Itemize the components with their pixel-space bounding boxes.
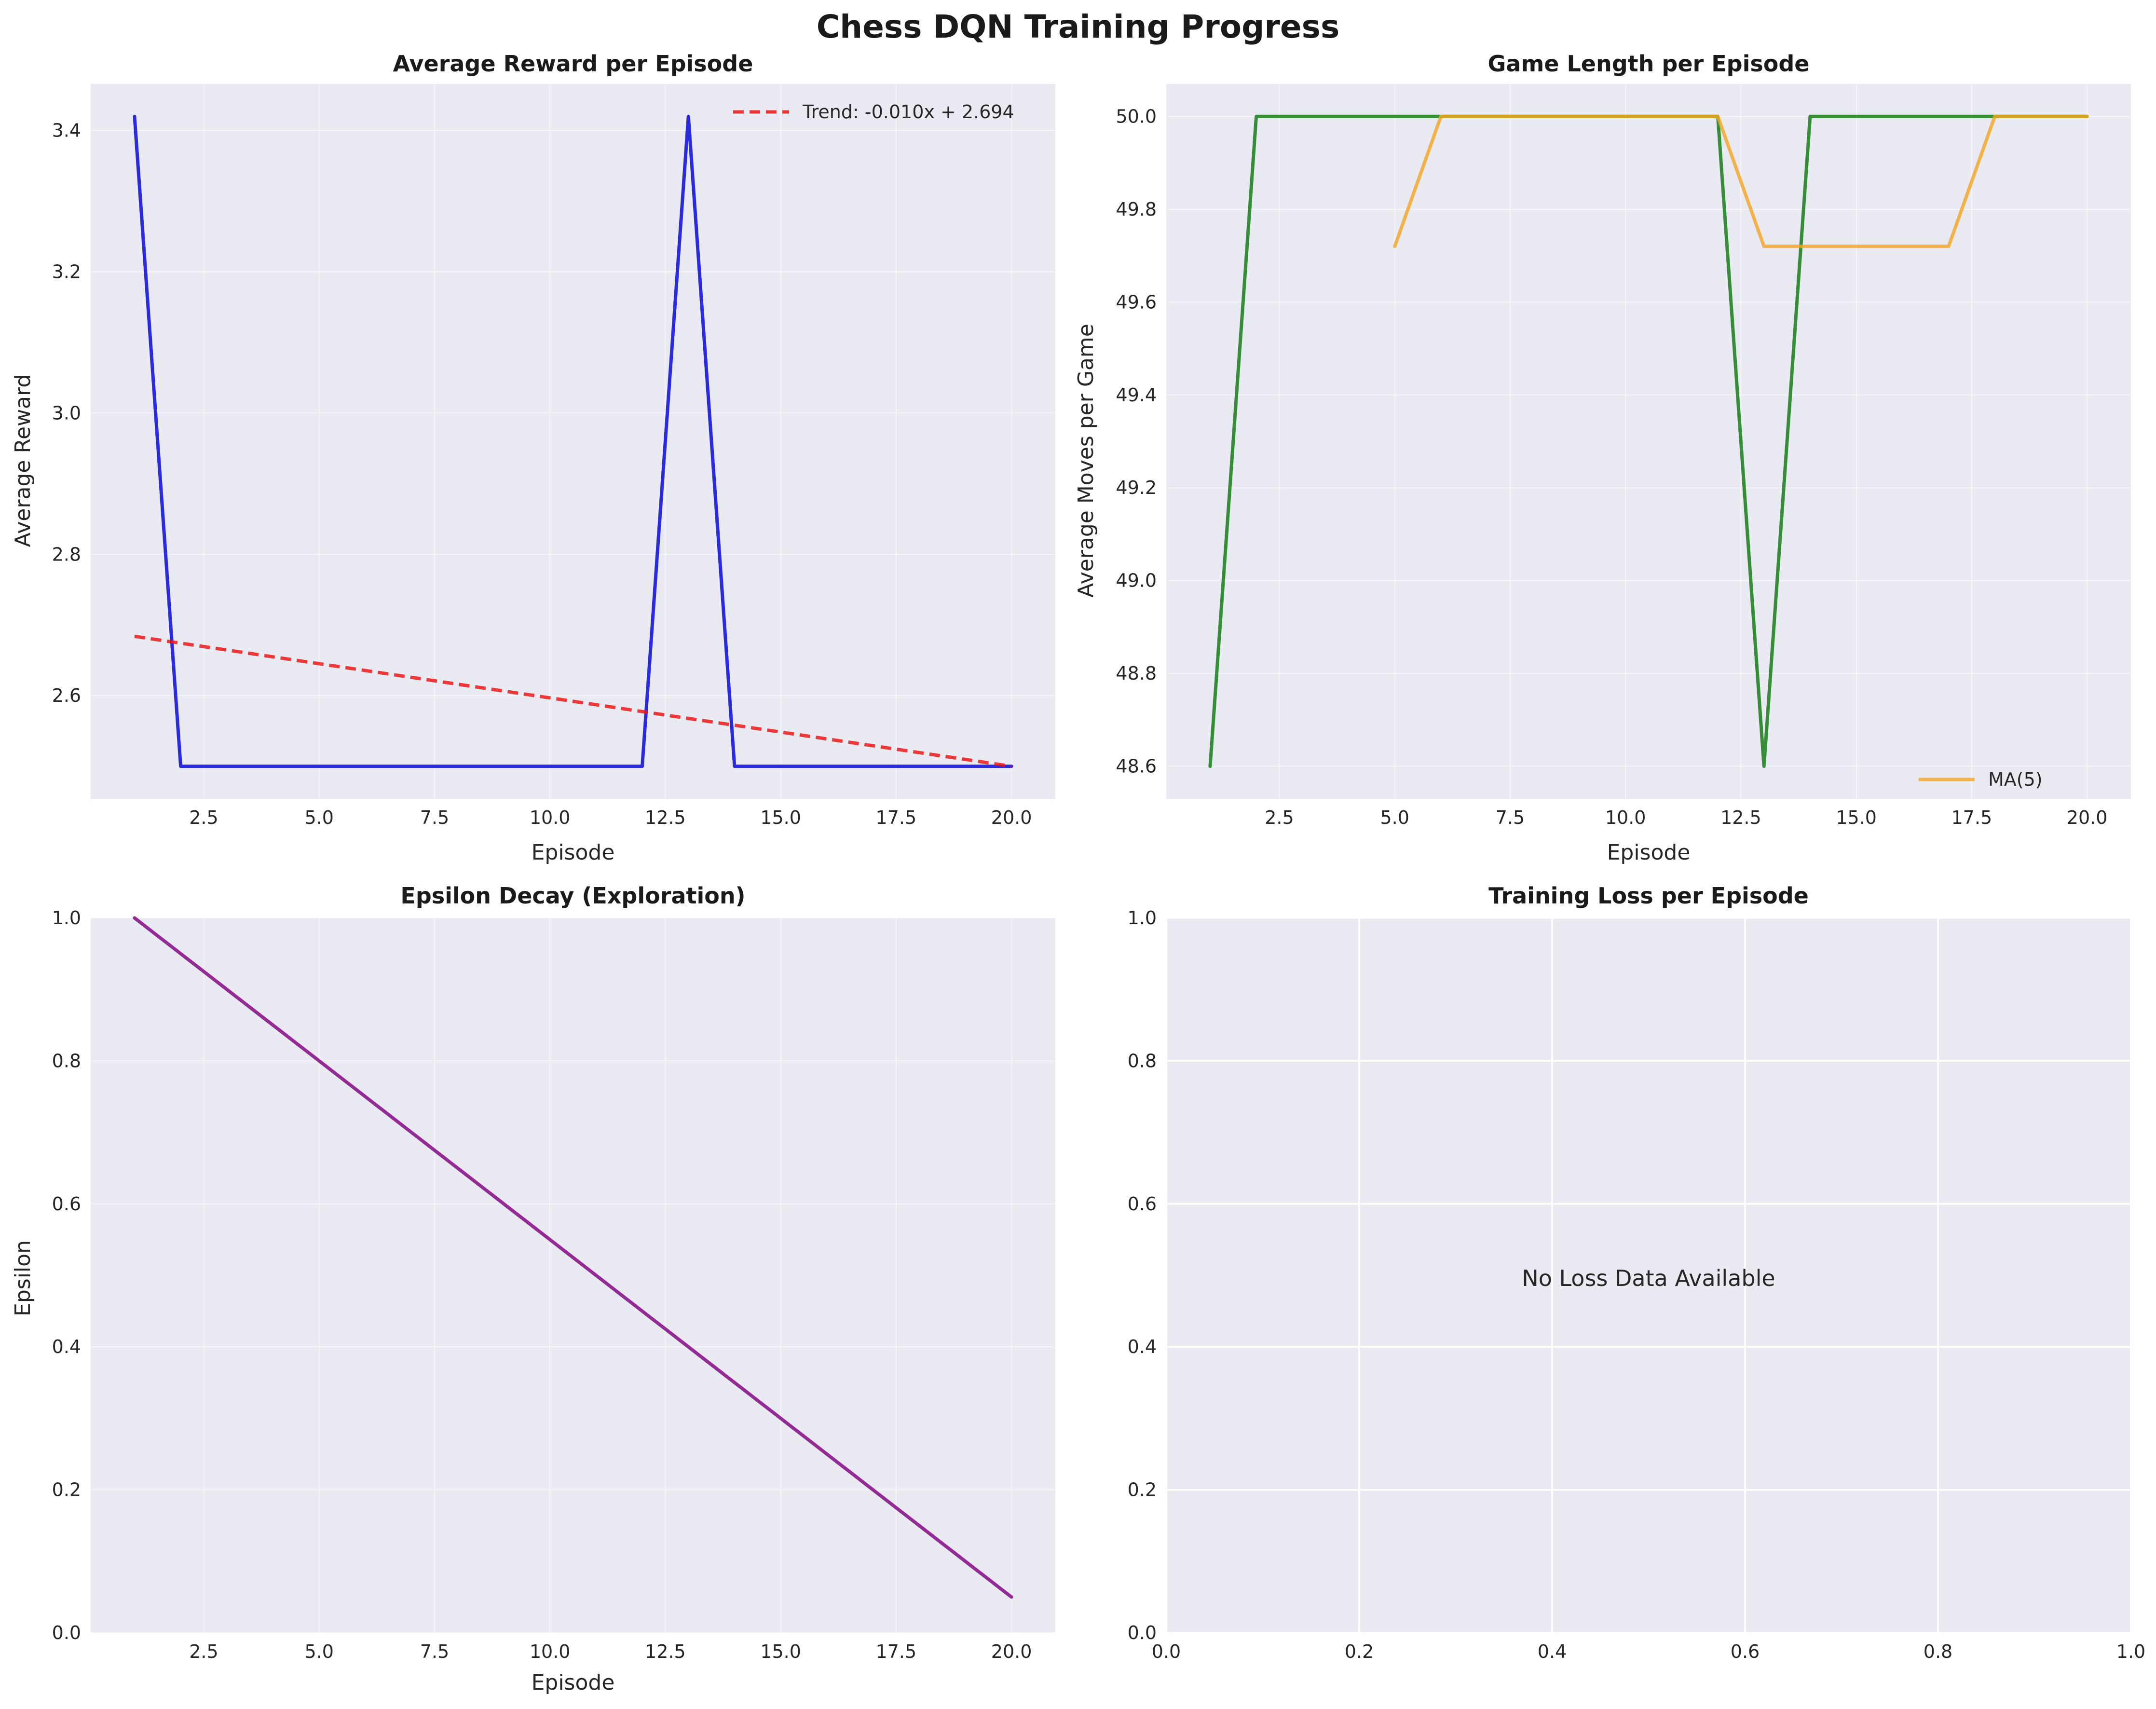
epsilon-y-tick-label: 0.2 — [52, 1479, 81, 1501]
epsilon-x-tick-label: 2.5 — [189, 1641, 218, 1662]
reward-x-tick-label: 5.0 — [304, 807, 333, 828]
loss-y-tick-label: 0.8 — [1128, 1050, 1157, 1071]
loss-panel-title: Training Loss per Episode — [1488, 883, 1809, 909]
reward-trend-0-010x-2-694-line — [134, 634, 1012, 768]
epsilon-y-axis-label: Epsilon — [11, 1240, 35, 1316]
game-length-x-tick-label: 12.5 — [1720, 807, 1761, 828]
epsilon-x-tick-label: 20.0 — [991, 1641, 1032, 1662]
reward-x-tick-label: 7.5 — [420, 807, 449, 828]
reward-y-axis-label: Average Reward — [11, 374, 35, 547]
game-length-panel: Game Length per Episode Episode Average … — [1074, 51, 2131, 865]
reward-x-tick-label: 2.5 — [189, 807, 218, 828]
epsilon-x-tick-label: 7.5 — [420, 1641, 449, 1662]
reward-x-tick-label: 10.0 — [530, 807, 571, 828]
game-length-plot-area — [1166, 84, 2131, 799]
game-length-x-tick-label: 15.0 — [1836, 807, 1877, 828]
game-length-y-tick-label: 49.0 — [1116, 570, 1157, 591]
game-length-x-tick-label: 2.5 — [1265, 807, 1294, 828]
game-length-y-axis-label: Average Moves per Game — [1074, 324, 1098, 598]
loss-y-tick-label: 0.6 — [1128, 1193, 1157, 1215]
no-loss-data-message: No Loss Data Available — [1522, 1265, 1775, 1291]
game-length-ma-5-line — [1393, 114, 2089, 248]
reward-y-tick-label: 3.4 — [52, 120, 81, 141]
reward-y-tick-label: 3.2 — [52, 261, 81, 283]
epsilon-x-tick-label: 5.0 — [304, 1641, 333, 1662]
game-length-panel-title: Game Length per Episode — [1488, 51, 1810, 77]
game-length-legend-label: MA(5) — [1988, 769, 2043, 790]
loss-x-tick-label: 0.6 — [1731, 1641, 1760, 1662]
reward-legend-label: Trend: -0.010x + 2.694 — [802, 101, 1014, 123]
reward-x-tick-label: 20.0 — [991, 807, 1032, 828]
loss-x-tick-label: 0.4 — [1538, 1641, 1567, 1662]
reward-series-0-line — [133, 114, 1013, 768]
game-length-y-tick-label: 49.4 — [1116, 384, 1157, 406]
epsilon-panel-title: Epsilon Decay (Exploration) — [400, 883, 745, 909]
loss-x-tick-label: 1.0 — [2116, 1641, 2145, 1662]
reward-panel-title: Average Reward per Episode — [393, 51, 753, 77]
reward-x-axis-label: Episode — [532, 840, 615, 865]
epsilon-panel: Epsilon Decay (Exploration) Episode Epsi… — [11, 883, 1055, 1695]
epsilon-series-0-line — [133, 916, 1013, 1599]
epsilon-x-tick-label: 17.5 — [876, 1641, 917, 1662]
reward-x-tick-label: 12.5 — [645, 807, 686, 828]
loss-x-tick-label: 0.2 — [1345, 1641, 1374, 1662]
epsilon-y-tick-label: 0.4 — [52, 1336, 81, 1357]
reward-y-tick-label: 3.0 — [52, 402, 81, 424]
reward-x-tick-label: 17.5 — [876, 807, 917, 828]
game-length-y-tick-label: 49.6 — [1116, 291, 1157, 313]
game-length-x-axis-label: Episode — [1607, 840, 1691, 865]
game-length-x-tick-label: 5.0 — [1380, 807, 1409, 828]
reward-y-tick-label: 2.6 — [52, 685, 81, 706]
game-length-x-tick-label: 10.0 — [1605, 807, 1646, 828]
game-length-y-tick-label: 50.0 — [1116, 106, 1157, 127]
epsilon-x-tick-label: 15.0 — [760, 1641, 801, 1662]
figure-title: Chess DQN Training Progress — [817, 8, 1340, 45]
epsilon-plot-area — [91, 916, 1055, 1633]
epsilon-x-axis-label: Episode — [532, 1670, 615, 1695]
loss-panel: Training Loss per Episode No Loss Data A… — [1128, 883, 2146, 1662]
epsilon-y-tick-label: 1.0 — [52, 907, 81, 929]
reward-axes-background — [91, 84, 1055, 799]
reward-plot-area — [91, 84, 1055, 799]
loss-x-tick-label: 0.8 — [1924, 1641, 1952, 1662]
game-length-x-tick-label: 20.0 — [2067, 807, 2108, 828]
loss-plot-area — [1165, 917, 2132, 1634]
epsilon-x-tick-label: 10.0 — [530, 1641, 571, 1662]
game-length-x-tick-label: 7.5 — [1496, 807, 1525, 828]
game-length-axes-background — [1166, 84, 2131, 799]
game-length-y-tick-label: 49.2 — [1116, 477, 1157, 498]
game-length-y-tick-label: 48.6 — [1116, 756, 1157, 777]
loss-y-tick-label: 0.2 — [1128, 1479, 1157, 1501]
reward-x-tick-label: 15.0 — [760, 807, 801, 828]
loss-y-tick-label: 0.4 — [1128, 1336, 1157, 1357]
epsilon-y-tick-label: 0.6 — [52, 1193, 81, 1215]
reward-panel: Average Reward per Episode Episode Avera… — [11, 51, 1055, 865]
epsilon-axes-background — [91, 918, 1055, 1633]
epsilon-x-tick-label: 12.5 — [645, 1641, 686, 1662]
loss-y-tick-label: 0.0 — [1128, 1622, 1157, 1643]
game-length-x-tick-label: 17.5 — [1951, 807, 1992, 828]
epsilon-y-tick-label: 0.0 — [52, 1622, 81, 1643]
game-length-y-tick-label: 48.8 — [1116, 663, 1157, 684]
loss-x-tick-label: 0.0 — [1152, 1641, 1181, 1662]
epsilon-y-tick-label: 0.8 — [52, 1050, 81, 1071]
loss-y-tick-label: 1.0 — [1128, 907, 1157, 929]
reward-y-tick-label: 2.8 — [52, 544, 81, 565]
loss-axes-background — [1166, 918, 2131, 1633]
game-length-y-tick-label: 49.8 — [1116, 199, 1157, 220]
